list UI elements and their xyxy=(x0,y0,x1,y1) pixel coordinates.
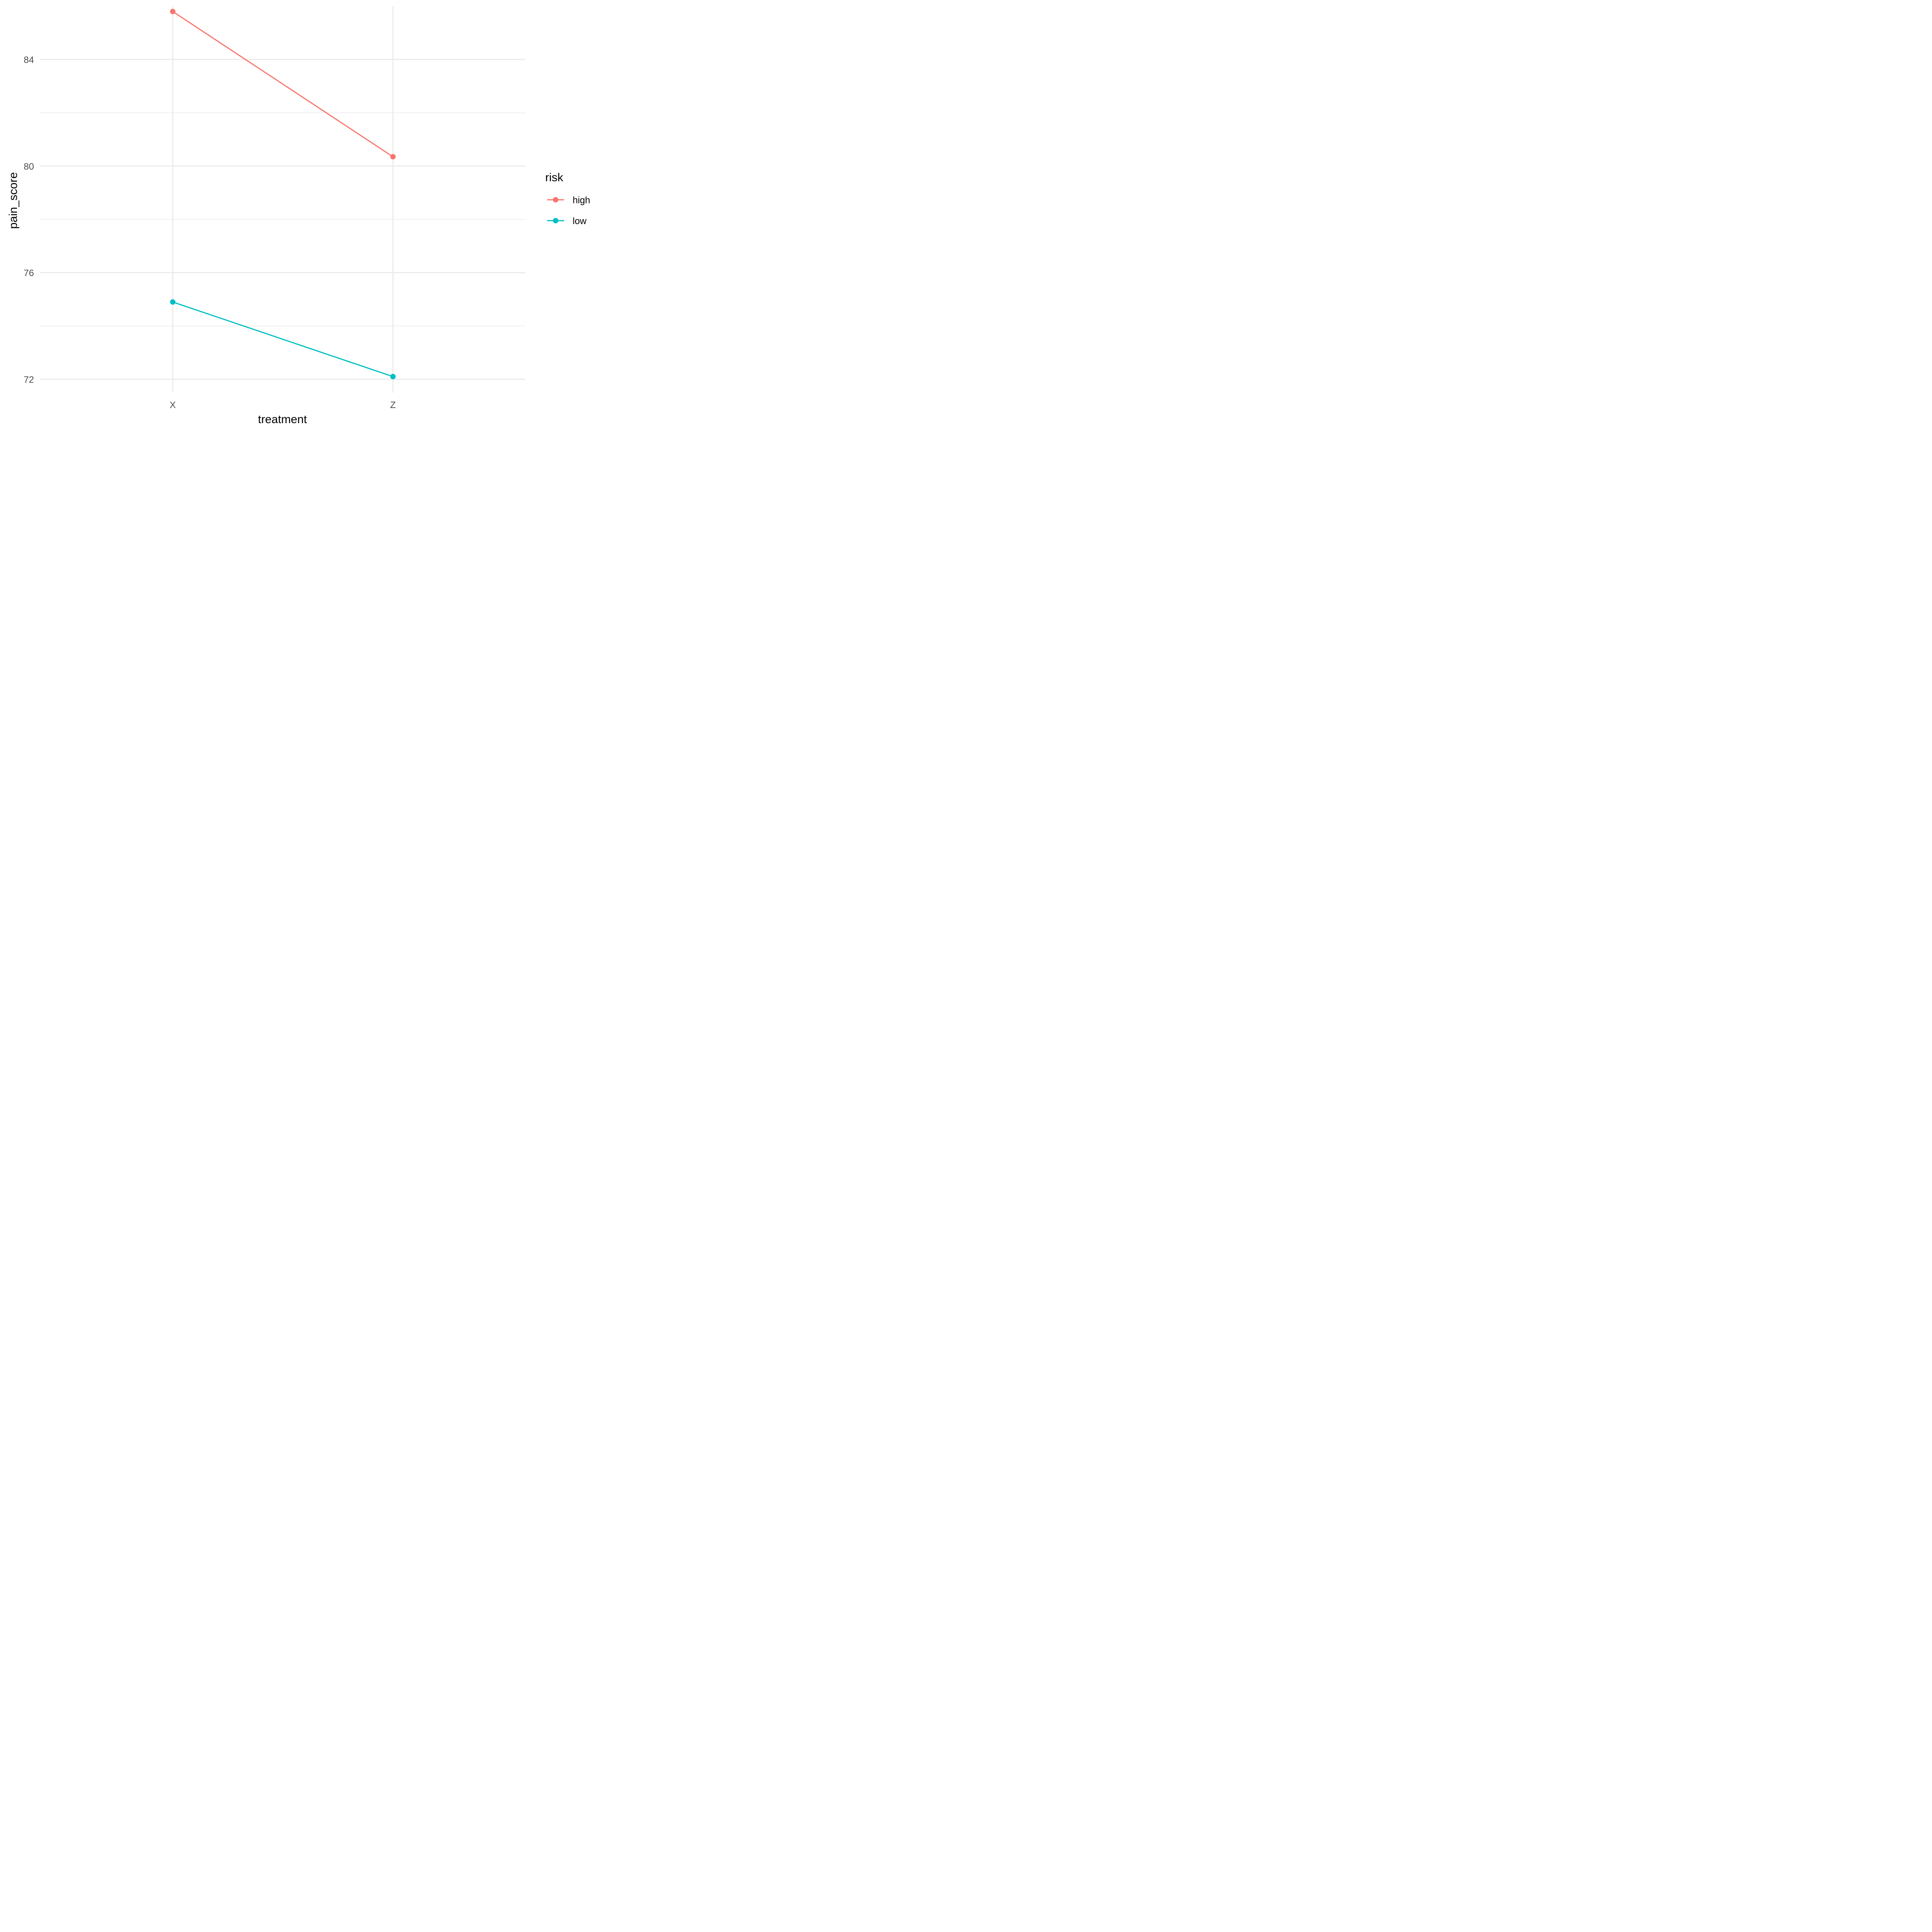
legend-label: high xyxy=(573,195,590,206)
x-tick-label: X xyxy=(170,400,176,410)
data-point-high xyxy=(390,154,396,160)
data-point-low xyxy=(170,299,175,305)
series-layer xyxy=(170,9,396,379)
y-tick-label: 72 xyxy=(24,375,34,385)
y-tick-label: 84 xyxy=(24,55,34,65)
series-line-high xyxy=(172,11,393,157)
series-line-low xyxy=(172,301,393,378)
y-tick-label: 80 xyxy=(24,162,34,172)
legend-key-point xyxy=(553,197,558,202)
data-point-high xyxy=(170,9,175,14)
y-axis-title: pain_score xyxy=(7,172,20,229)
legend-label: low xyxy=(573,216,587,226)
y-axis-ticks: 72 76 80 84 xyxy=(24,55,34,385)
grid xyxy=(40,6,526,393)
legend: risk high low xyxy=(545,171,590,226)
x-tick-label: Z xyxy=(390,400,396,410)
data-point-low xyxy=(390,374,396,379)
legend-key-point xyxy=(553,218,558,223)
x-axis-title: treatment xyxy=(258,413,307,426)
legend-title: risk xyxy=(545,171,564,184)
y-tick-label: 76 xyxy=(24,268,34,279)
